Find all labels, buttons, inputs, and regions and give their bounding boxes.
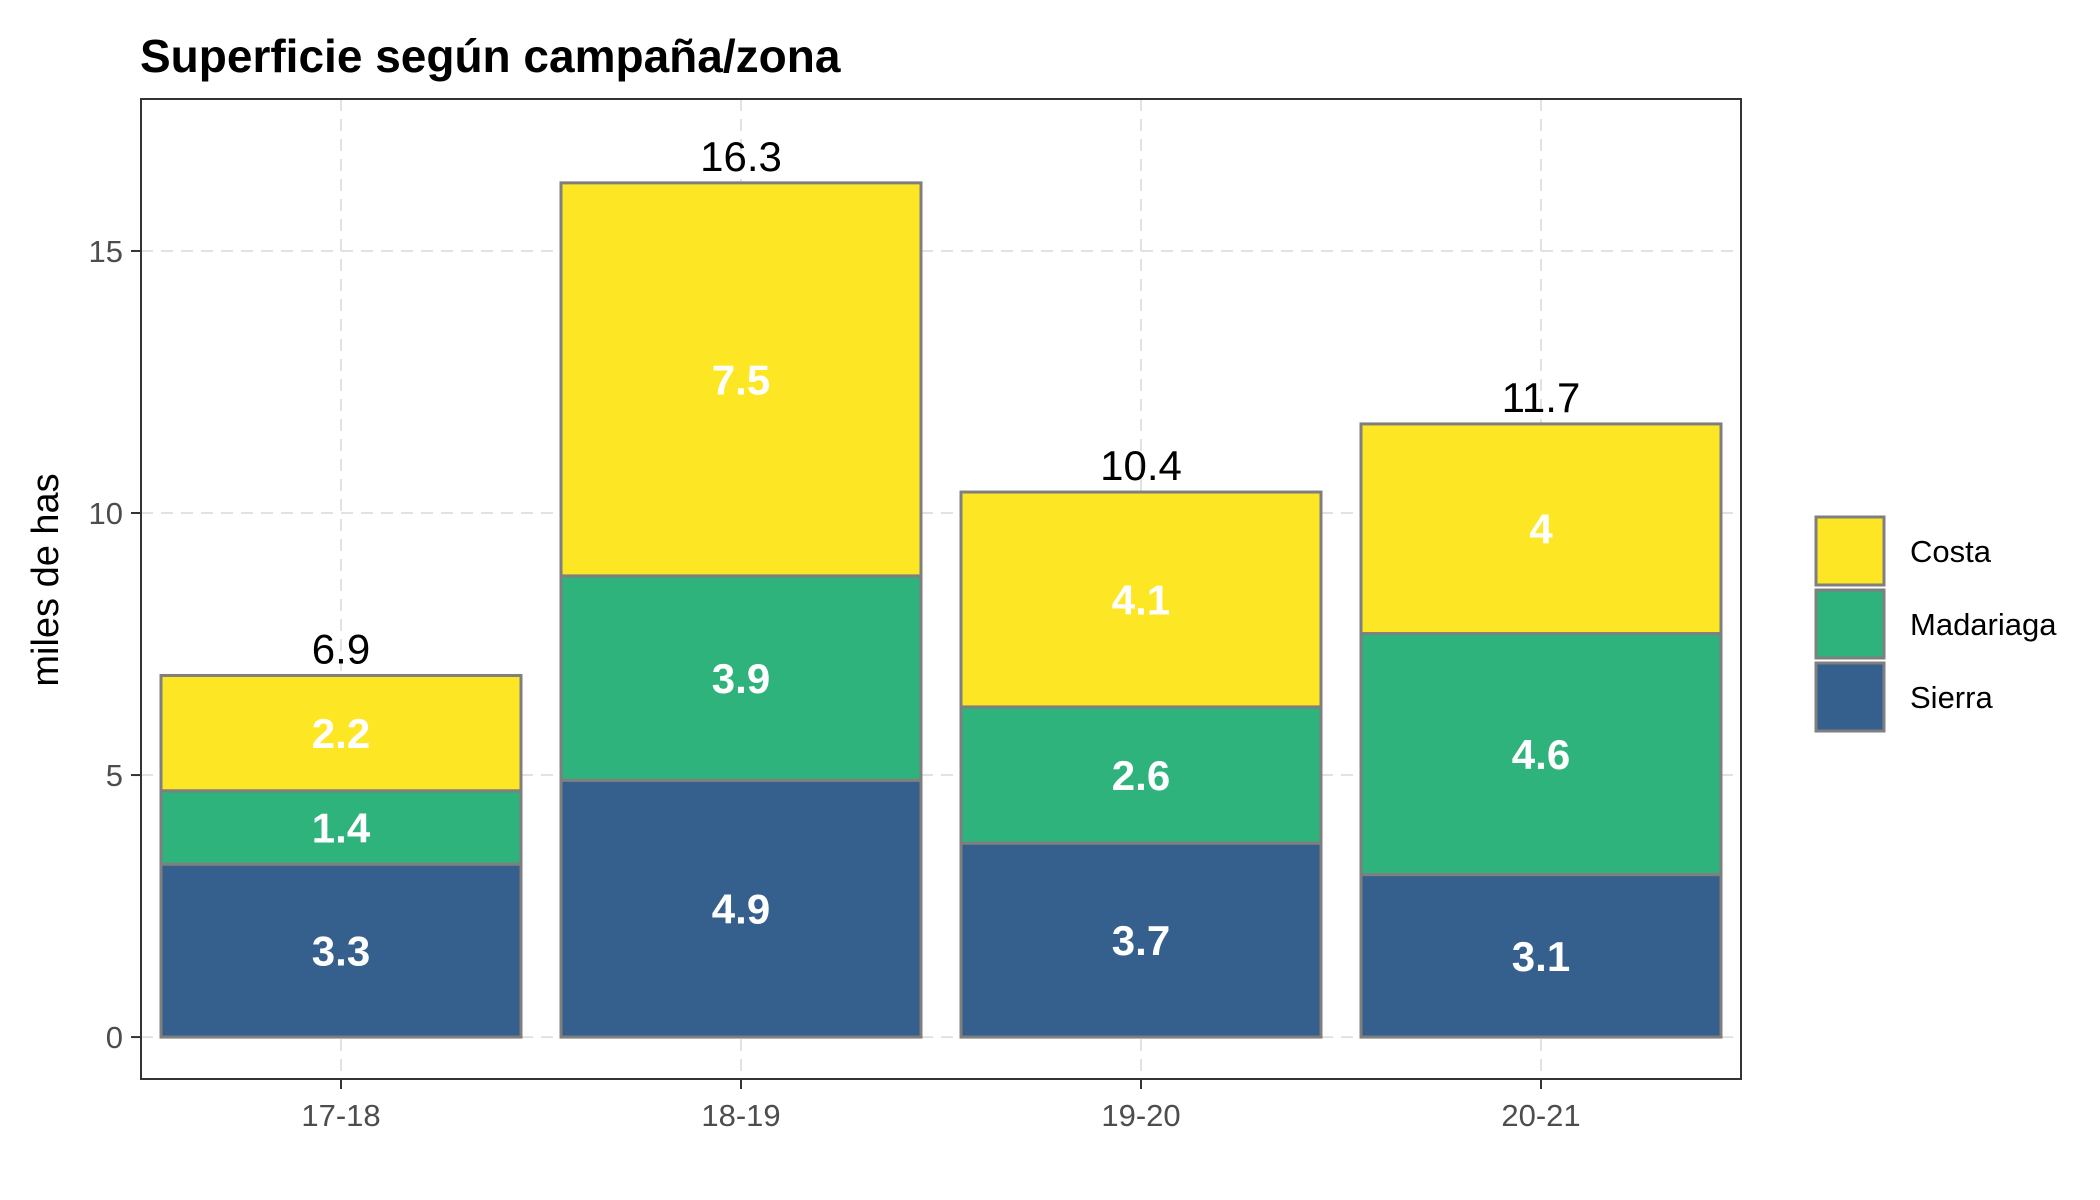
data-label: 2.6 <box>1112 752 1170 799</box>
data-label: 4.6 <box>1512 731 1570 778</box>
y-tick-label: 5 <box>106 758 123 793</box>
data-label: 3.1 <box>1512 933 1570 980</box>
y-tick-label: 0 <box>106 1020 123 1055</box>
bar-costa-17-18 <box>159 673 523 793</box>
legend-key-madariaga <box>1814 588 1886 660</box>
bar-sierra-17-18 <box>159 862 523 1039</box>
bar-costa-20-21 <box>1359 422 1723 636</box>
data-label: 3.7 <box>1112 917 1170 964</box>
total-label: 6.9 <box>312 625 370 672</box>
axes: 0 5 10 15 17-18 18-19 19-20 20-21 <box>89 234 1581 1133</box>
data-label: 3.3 <box>312 928 370 975</box>
bar-sierra-18-19 <box>559 778 923 1039</box>
legend: Costa Madariaga Sierra <box>1814 515 2057 733</box>
data-label: 2.2 <box>312 710 370 757</box>
bar-madariaga-20-21 <box>1359 632 1723 877</box>
legend-key-sierra <box>1814 661 1886 733</box>
data-label: 7.5 <box>712 356 770 403</box>
x-tick-label: 18-19 <box>701 1098 780 1133</box>
data-label: 3.9 <box>712 655 770 702</box>
x-tick-label: 20-21 <box>1501 1098 1580 1133</box>
y-tick-label: 10 <box>89 496 123 531</box>
y-axis-title: miles de has <box>25 473 67 686</box>
data-label: 4.1 <box>1112 576 1170 623</box>
legend-key-costa <box>1814 515 1886 587</box>
data-label: 1.4 <box>312 804 371 851</box>
bar-costa-19-20 <box>959 490 1323 709</box>
panel-border <box>140 98 1742 1080</box>
x-tick-label: 19-20 <box>1101 1098 1180 1133</box>
total-label: 10.4 <box>1100 442 1182 489</box>
bar-sierra-19-20 <box>959 841 1323 1039</box>
bars <box>159 181 1723 1039</box>
bar-madariaga-19-20 <box>959 705 1323 845</box>
bar-madariaga-18-19 <box>559 574 923 782</box>
data-label: 4 <box>1529 506 1553 553</box>
chart-title: Superficie según campaña/zona <box>140 30 841 82</box>
total-label: 16.3 <box>700 133 782 180</box>
bar-costa-18-19 <box>559 181 923 578</box>
data-labels: 3.3 1.4 2.2 6.9 4.9 3.9 7.5 16.3 3.7 2.6 4.1 10.4 3.… <box>312 133 1581 980</box>
bar-sierra-20-21 <box>1359 873 1723 1039</box>
data-label: 4.9 <box>712 886 770 933</box>
legend-label-madariaga: Madariaga <box>1910 607 2057 642</box>
legend-label-costa: Costa <box>1910 534 1992 569</box>
legend-label-sierra: Sierra <box>1910 680 1993 715</box>
total-label: 11.7 <box>1502 374 1581 421</box>
y-tick-label: 15 <box>89 234 123 269</box>
x-tick-label: 17-18 <box>301 1098 380 1133</box>
